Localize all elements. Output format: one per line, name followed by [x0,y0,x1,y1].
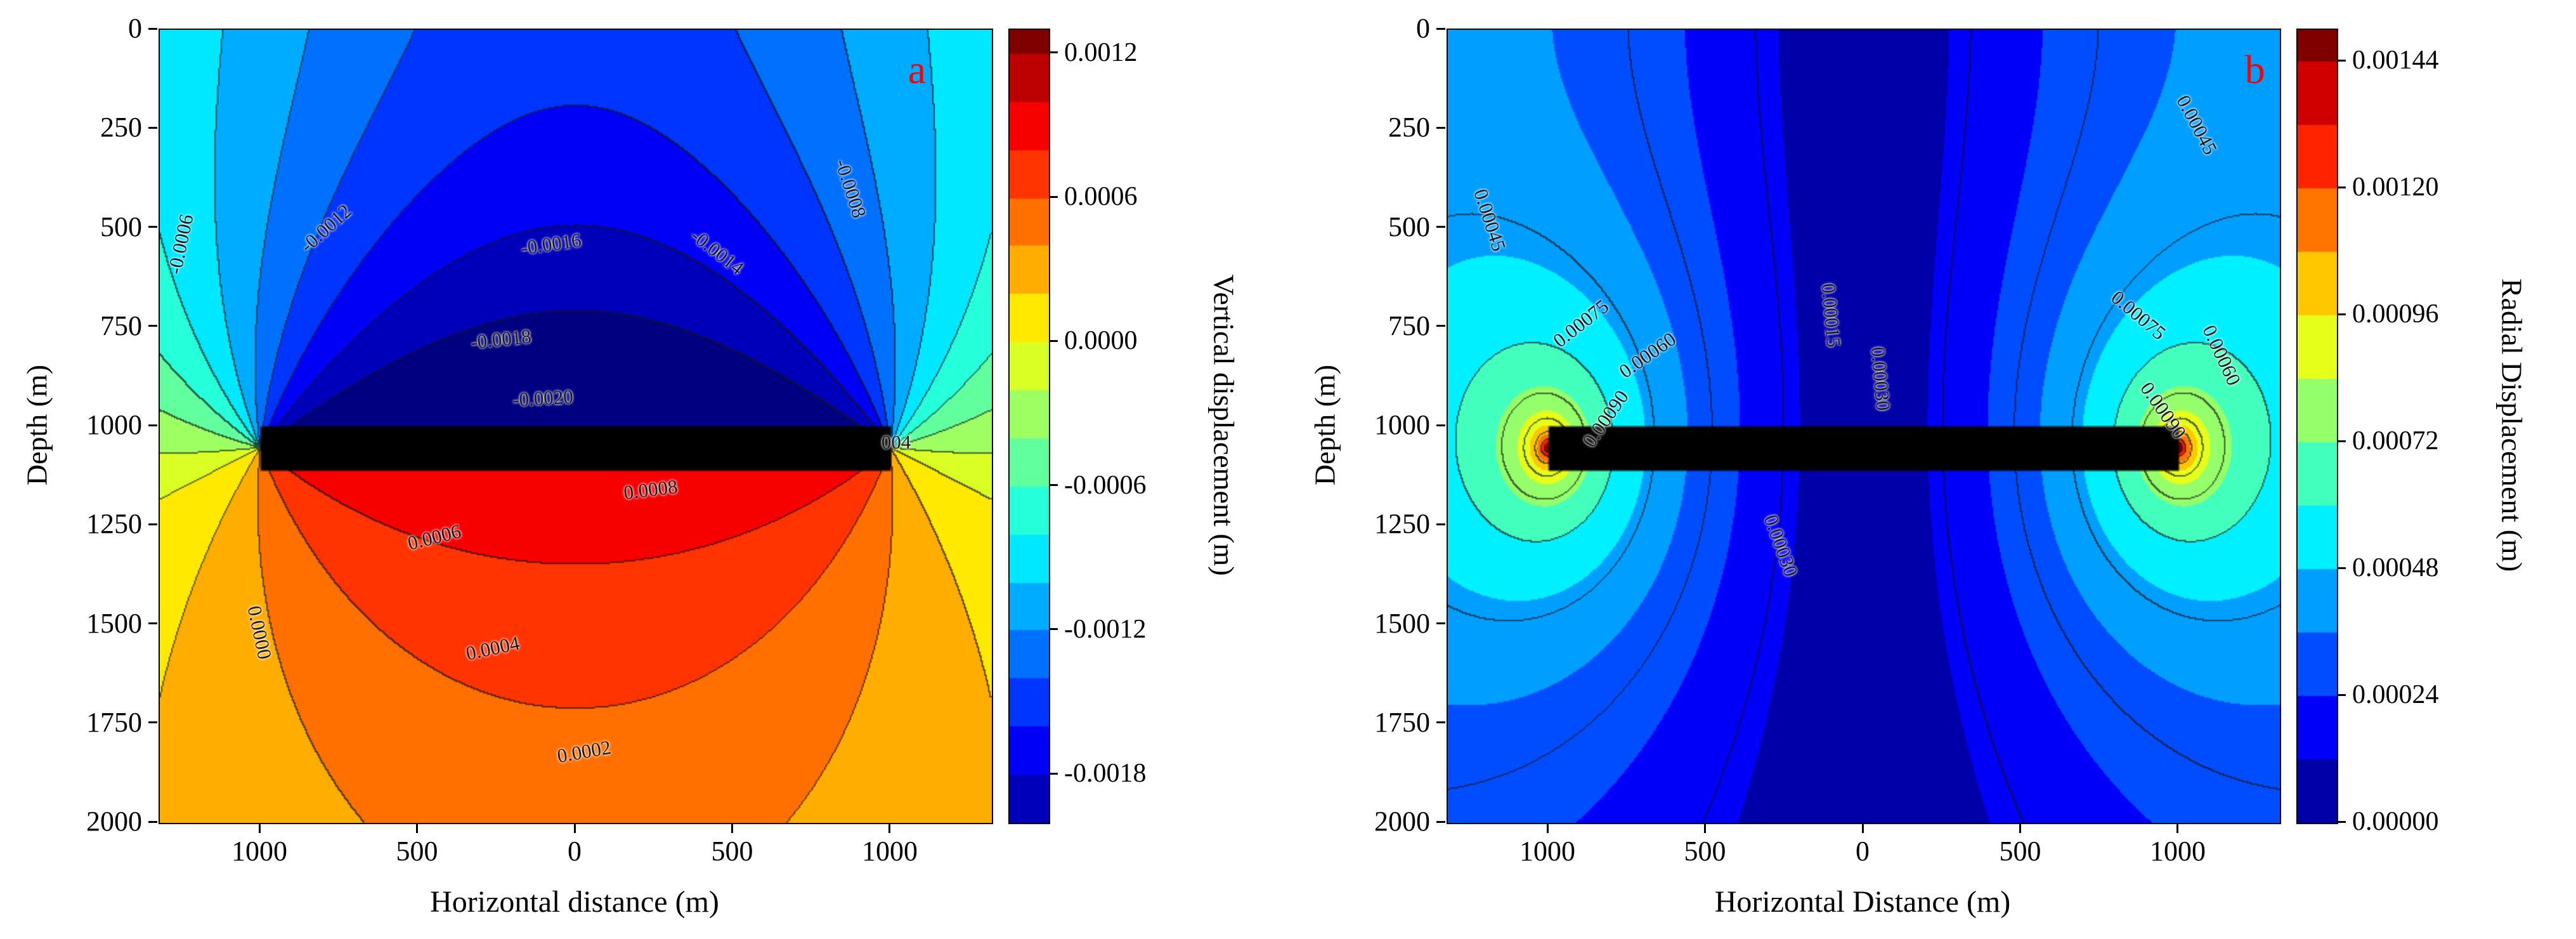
x-tick-mark [888,824,891,833]
x-tick-label: 500 [711,836,753,867]
x-tick-mark [731,824,733,833]
colorbar-tick-mark [2338,313,2346,315]
x-tick-mark [2176,824,2179,833]
panel-letter-b: b [2244,46,2265,92]
x-tick-label: 0 [568,836,582,867]
x-tick-mark [1546,824,1549,833]
y-tick-label: 0 [128,13,142,44]
colorbar-tick-label: -0.0012 [1064,614,1147,644]
y-tick-mark [1436,523,1445,525]
x-axis-label: Horizontal Distance (m) [1714,885,2011,919]
colorbar-tick-mark [1050,484,1058,487]
y-tick-mark [148,721,157,724]
y-tick-label: 1500 [86,607,142,639]
y-tick-mark [148,27,157,30]
y-tick-mark [1436,721,1445,724]
y-tick-mark [148,126,157,129]
y-tick-label: 500 [1388,211,1430,242]
x-tick-label: 500 [1999,836,2041,867]
x-tick-mark [258,824,261,833]
y-tick-mark [148,523,157,525]
x-tick-mark [416,824,418,833]
y-tick-mark [1436,424,1445,426]
y-tick-mark [1436,820,1445,823]
colorbar-tick-label: 0.0012 [1064,37,1138,67]
y-tick-mark [148,820,157,823]
y-tick-mark [1436,325,1445,327]
y-tick-label: 250 [100,112,142,143]
colorbar-tick-mark [2338,59,2346,62]
colorbar-tick-mark [1050,51,1058,54]
x-axis-label: Horizontal distance (m) [430,885,719,919]
colorbar-tick-mark [1050,772,1058,775]
x-tick-label: 500 [1684,836,1726,867]
y-tick-label: 1250 [86,508,142,540]
y-tick-label: 2000 [86,806,142,837]
colorbar-tick-label: 0.0006 [1064,182,1138,212]
y-tick-label: 750 [100,310,142,341]
y-tick-mark [148,424,157,426]
colorbar-tick-mark [1050,195,1058,198]
y-tick-mark [1436,27,1445,30]
colorbar-label-b: Radial Displacement (m) [2495,278,2528,572]
y-tick-label: 1250 [1374,508,1430,540]
colorbar-label-a: Vertical displacement (m) [1207,274,1240,576]
colorbar-tick-label: 0.00024 [2352,680,2439,709]
colorbar-tick-label: 0.0000 [1064,326,1138,356]
colorbar-tick-mark [2338,440,2346,442]
colorbar-tick-label: -0.0006 [1064,470,1147,500]
x-tick-label: 0 [1856,836,1870,867]
x-tick-label: 1000 [861,836,918,867]
colorbar-tick-label: 0.00144 [2352,46,2439,75]
plot-area-b: 0.00045 0.00045 0.00075 0.00060 0.00015 0.000… [1447,29,2281,824]
colorbar-tick-mark [2338,186,2346,188]
y-tick-label: 1750 [1374,706,1430,738]
panel-letter-a: a [907,46,927,92]
y-tick-mark [1436,226,1445,228]
y-tick-label: 1750 [86,706,142,738]
colorbar-a [1008,29,1050,824]
x-tick-mark [1704,824,1706,833]
colorbar-tick-label: 0.00096 [2352,299,2439,329]
y-tick-mark [148,325,157,327]
colorbar-b [2296,29,2338,824]
y-tick-label: 750 [1388,310,1430,341]
y-tick-mark [1436,622,1445,624]
colorbar-tick-mark [2338,567,2346,569]
y-tick-mark [1436,126,1445,129]
x-tick-label: 500 [396,836,438,867]
x-tick-label: 1000 [231,836,288,867]
contour-canvas-b [1448,30,2280,823]
y-tick-mark [148,622,157,624]
colorbar-tick-mark [1050,339,1058,342]
y-tick-label: 2000 [1374,806,1430,837]
panel-a: Depth (m) 0 250 500 750 1000 1250 1500 1750 2000… [21,13,1240,919]
colorbar-tick-mark [2338,693,2346,696]
y-tick-label: 1000 [1374,409,1430,440]
y-tick-label: 0 [1416,13,1430,44]
colorbar-tick-label: 0.00000 [2352,807,2439,836]
x-tick-mark [2019,824,2021,833]
y-tick-label: 1500 [1374,607,1430,639]
colorbar-tick-label: -0.0018 [1064,759,1147,789]
panel-b: Depth (m) 0 250 500 750 1000 1250 1500 1750 2000… [1288,0,2576,939]
colorbar-tick-mark [2338,820,2346,823]
colorbar-tick-label: 0.00120 [2352,173,2439,202]
x-tick-label: 1000 [2149,836,2206,867]
x-tick-mark [1861,824,1864,833]
colorbar-tick-mark [1050,628,1058,631]
colorbar-tick-label: 0.00072 [2352,426,2439,456]
y-tick-label: 500 [100,211,142,242]
y-tick-label: 1000 [86,409,142,440]
contour-canvas-a [160,30,992,823]
colorbar-tick-label: 0.00048 [2352,553,2439,582]
y-tick-mark [148,226,157,228]
x-tick-label: 1000 [1519,836,1576,867]
plot-area-a: -0.0006 -0.0012 -0.0016 -0.0014 -0.0008 -0.00… [159,29,993,824]
y-tick-label: 250 [1388,112,1430,143]
x-tick-mark [573,824,576,833]
